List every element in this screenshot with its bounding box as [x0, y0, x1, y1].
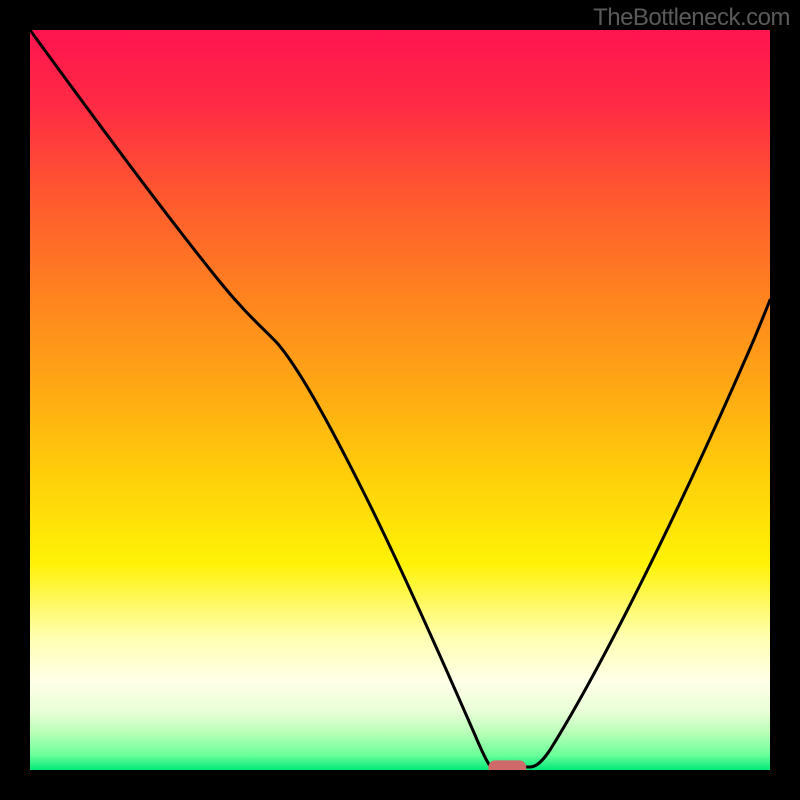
watermark-text: TheBottleneck.com — [593, 4, 790, 32]
optimal-marker — [488, 760, 526, 770]
chart-svg — [30, 30, 770, 770]
chart-background — [30, 30, 770, 770]
chart-plot-area — [30, 30, 770, 770]
